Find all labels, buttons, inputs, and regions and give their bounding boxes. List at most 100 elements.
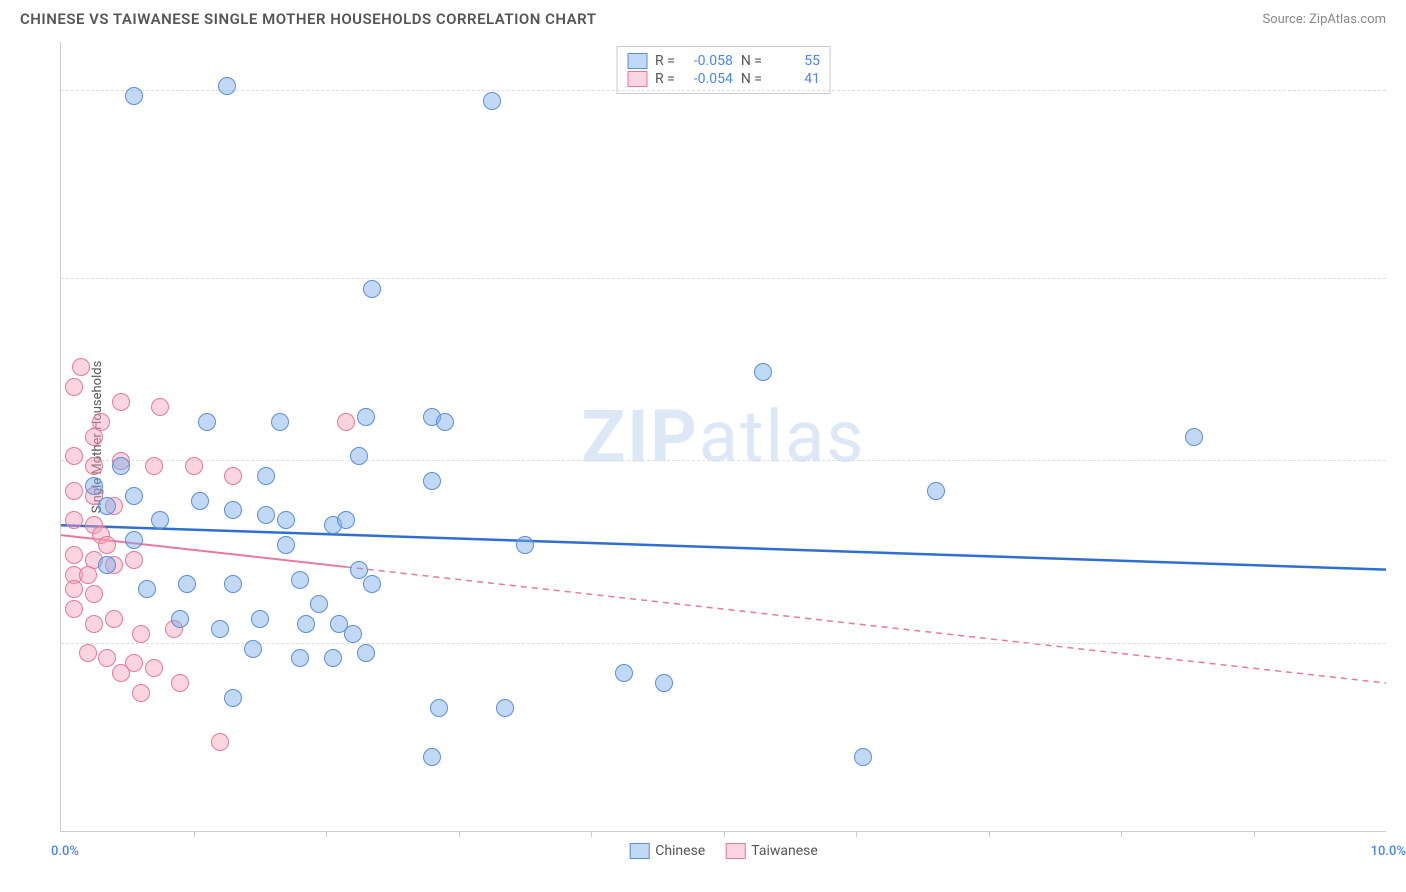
scatter-point-taiwanese [85, 457, 103, 475]
scatter-point-chinese [211, 620, 229, 638]
stats-legend: R = -0.058 N = 55 R = -0.054 N = 41 [616, 46, 831, 94]
scatter-point-chinese [85, 477, 103, 495]
scatter-point-chinese [251, 610, 269, 628]
scatter-point-taiwanese [79, 566, 97, 584]
scatter-point-taiwanese [65, 378, 83, 396]
scatter-point-taiwanese [85, 615, 103, 633]
x-tick [326, 831, 327, 837]
x-tick [856, 831, 857, 837]
chart-header: CHINESE VS TAIWANESE SINGLE MOTHER HOUSE… [0, 0, 1406, 32]
scatter-point-chinese [615, 664, 633, 682]
swatch-chinese [627, 53, 647, 69]
scatter-point-taiwanese [145, 659, 163, 677]
y-tick-label: 15.0% [1396, 84, 1406, 99]
swatch-taiwanese-icon [725, 843, 745, 859]
r-value-taiwanese: -0.054 [683, 71, 733, 87]
scatter-point-taiwanese [185, 457, 203, 475]
scatter-point-taiwanese [85, 585, 103, 603]
scatter-point-taiwanese [65, 511, 83, 529]
scatter-point-chinese [337, 511, 355, 529]
scatter-point-chinese [112, 457, 130, 475]
x-tick [724, 831, 725, 837]
scatter-point-chinese [291, 649, 309, 667]
scatter-point-chinese [363, 575, 381, 593]
scatter-point-chinese [257, 506, 275, 524]
gridline [61, 90, 1386, 91]
n-value-taiwanese: 41 [770, 71, 820, 87]
scatter-chart: Single Mother Households ZIPatlas R = -0… [60, 42, 1386, 832]
scatter-point-taiwanese [98, 649, 116, 667]
x-tick [194, 831, 195, 837]
scatter-point-taiwanese [65, 546, 83, 564]
legend-item-taiwanese: Taiwanese [725, 843, 818, 859]
x-tick [1254, 831, 1255, 837]
scatter-point-taiwanese [65, 600, 83, 618]
scatter-point-taiwanese [145, 457, 163, 475]
scatter-point-chinese [350, 447, 368, 465]
scatter-point-taiwanese [171, 674, 189, 692]
scatter-point-chinese [324, 649, 342, 667]
scatter-point-chinese [277, 536, 295, 554]
scatter-point-chinese [178, 575, 196, 593]
scatter-point-chinese [257, 467, 275, 485]
scatter-point-taiwanese [72, 358, 90, 376]
source-credit: Source: ZipAtlas.com [1262, 12, 1386, 27]
scatter-point-chinese [436, 413, 454, 431]
scatter-point-chinese [198, 413, 216, 431]
scatter-point-taiwanese [79, 644, 97, 662]
scatter-point-taiwanese [85, 428, 103, 446]
scatter-point-chinese [98, 497, 116, 515]
scatter-point-chinese [297, 615, 315, 633]
stats-row-taiwanese: R = -0.054 N = 41 [627, 71, 820, 87]
n-value-chinese: 55 [770, 53, 820, 69]
y-tick-label: 3.8% [1396, 636, 1406, 651]
r-value-chinese: -0.058 [683, 53, 733, 69]
chart-title: CHINESE VS TAIWANESE SINGLE MOTHER HOUSE… [20, 10, 596, 28]
scatter-point-chinese [125, 87, 143, 105]
stats-row-chinese: R = -0.058 N = 55 [627, 53, 820, 69]
x-tick [459, 831, 460, 837]
scatter-point-chinese [516, 536, 534, 554]
swatch-chinese-icon [629, 843, 649, 859]
scatter-point-chinese [363, 280, 381, 298]
x-tick [591, 831, 592, 837]
scatter-point-taiwanese [112, 664, 130, 682]
y-tick-label: 11.2% [1396, 271, 1406, 286]
scatter-point-chinese [271, 413, 289, 431]
scatter-point-taiwanese [65, 447, 83, 465]
swatch-taiwanese [627, 71, 647, 87]
gridline [61, 460, 1386, 461]
scatter-point-taiwanese [151, 398, 169, 416]
y-tick-label: 7.5% [1396, 454, 1406, 469]
x-axis-min-label: 0.0% [51, 844, 79, 859]
scatter-point-chinese [350, 561, 368, 579]
series-legend: Chinese Taiwanese [629, 843, 818, 859]
scatter-point-chinese [224, 689, 242, 707]
scatter-point-chinese [430, 699, 448, 717]
scatter-point-chinese [423, 472, 441, 490]
scatter-point-chinese [171, 610, 189, 628]
scatter-point-chinese [357, 408, 375, 426]
scatter-point-taiwanese [98, 536, 116, 554]
scatter-point-taiwanese [132, 684, 150, 702]
scatter-point-taiwanese [112, 393, 130, 411]
scatter-point-chinese [1185, 428, 1203, 446]
x-axis-max-label: 10.0% [1371, 844, 1406, 859]
scatter-point-chinese [224, 575, 242, 593]
scatter-point-chinese [125, 487, 143, 505]
scatter-point-taiwanese [105, 610, 123, 628]
scatter-point-taiwanese [65, 482, 83, 500]
scatter-point-taiwanese [125, 551, 143, 569]
scatter-point-chinese [218, 77, 236, 95]
scatter-point-chinese [138, 580, 156, 598]
scatter-point-taiwanese [132, 625, 150, 643]
scatter-point-chinese [344, 625, 362, 643]
scatter-point-chinese [310, 595, 328, 613]
scatter-point-taiwanese [211, 733, 229, 751]
scatter-point-taiwanese [65, 580, 83, 598]
watermark: ZIPatlas [582, 394, 866, 479]
scatter-point-chinese [191, 492, 209, 510]
scatter-point-chinese [98, 556, 116, 574]
scatter-point-chinese [655, 674, 673, 692]
scatter-point-chinese [754, 363, 772, 381]
